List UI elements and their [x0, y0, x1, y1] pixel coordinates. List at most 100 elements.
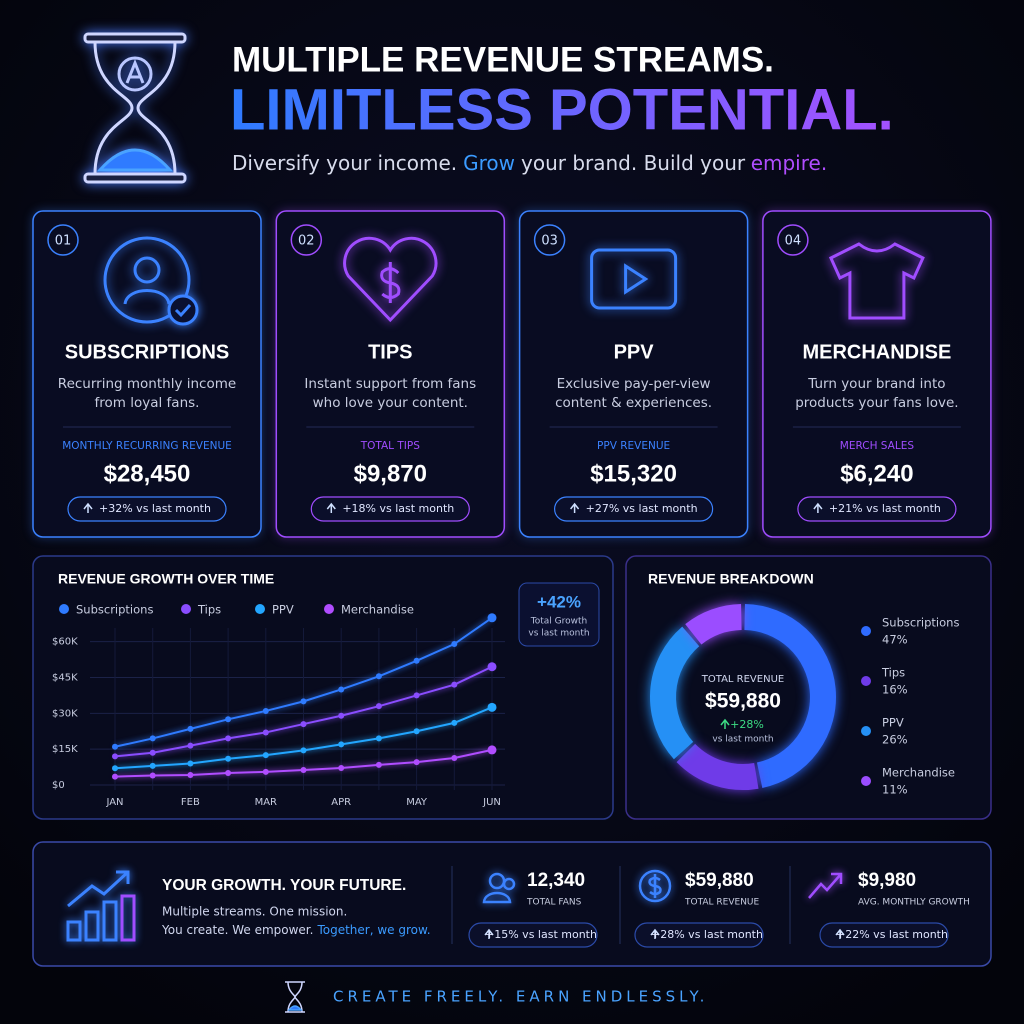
- x-tick-label: FEB: [181, 797, 200, 808]
- legend-marker: [861, 776, 871, 786]
- stat-label: AVG. MONTHLY GROWTH: [858, 898, 970, 908]
- data-point: [375, 761, 382, 768]
- data-point: [112, 753, 118, 760]
- up-arrow: [570, 502, 580, 513]
- data-point: [225, 735, 232, 742]
- card-description: Turn your brand into: [807, 376, 945, 392]
- data-point: [112, 773, 118, 780]
- data-point: [375, 673, 382, 680]
- card-title: SUBSCRIPTIONS: [65, 341, 229, 363]
- subtitle-part: empire.: [751, 151, 827, 175]
- data-point: [487, 745, 497, 755]
- card-icon: [343, 236, 438, 323]
- data-point: [375, 735, 382, 742]
- y-tick-label: $45K: [52, 673, 78, 684]
- data-point: [487, 702, 497, 712]
- metric-change: +21% vs last month: [829, 502, 941, 515]
- legend-marker: [861, 676, 871, 686]
- data-point: [300, 747, 307, 754]
- summary-line: You create. We empower. Together, we grow…: [161, 923, 431, 937]
- stat-change: +22% vs last month: [836, 928, 948, 941]
- chart-title: REVENUE BREAKDOWN: [648, 571, 814, 587]
- data-point: [262, 729, 269, 736]
- card-icon: [103, 236, 199, 326]
- x-tick-label: JUN: [482, 797, 501, 808]
- data-point: [225, 755, 232, 762]
- subtitle-part: Diversify your income.: [232, 151, 457, 175]
- metric-value: $15,320: [590, 460, 677, 487]
- stat-change-pill: [468, 922, 598, 948]
- data-point: [300, 721, 307, 728]
- card-description: Instant support from fans: [304, 376, 476, 392]
- card-icon: [590, 248, 678, 310]
- legend-value: 11%: [882, 783, 908, 797]
- tagline: CREATE FREELY. EARN ENDLESSLY.: [333, 988, 708, 1006]
- subtitle-part: Grow: [463, 151, 515, 175]
- card-number-badge: [47, 224, 79, 256]
- logo: [83, 32, 187, 184]
- data-point: [413, 657, 420, 664]
- card-description: who love your content.: [313, 395, 468, 411]
- data-point: [187, 725, 194, 732]
- callout-value: +42%: [537, 592, 581, 611]
- card-title: TIPS: [368, 341, 412, 363]
- callout-label: Total Growth: [530, 617, 587, 627]
- legend-label: Tips: [197, 603, 221, 617]
- legend-label: PPV: [272, 603, 294, 617]
- data-point: [413, 692, 420, 699]
- y-tick-label: $0: [52, 780, 65, 791]
- subtitle-part: your brand. Build your: [521, 151, 746, 175]
- stat-change: +15% vs last month: [485, 928, 597, 941]
- up-arrow: [813, 502, 823, 513]
- x-tick-label: JAN: [105, 797, 123, 808]
- legend-marker: [181, 604, 191, 614]
- growth-icon: [66, 870, 136, 942]
- y-tick-label: $15K: [52, 744, 78, 755]
- card-description: Recurring monthly income: [58, 376, 236, 392]
- data-point: [225, 716, 232, 723]
- data-point: [187, 771, 194, 778]
- metric-change: +27% vs last month: [586, 502, 698, 515]
- up-arrow: [83, 502, 93, 513]
- legend-label: Merchandise: [341, 603, 414, 617]
- stat-label: TOTAL REVENUE: [684, 898, 760, 908]
- metric-change-pill: [553, 496, 714, 522]
- card-title: PPV: [614, 341, 655, 363]
- card-number: 01: [55, 234, 72, 249]
- donut-segment: [685, 604, 743, 645]
- summary-title: YOUR GROWTH. YOUR FUTURE.: [162, 877, 406, 894]
- data-point: [451, 755, 458, 762]
- data-point: [262, 768, 269, 775]
- card-description: products your fans love.: [795, 395, 958, 411]
- card-number: 02: [298, 234, 315, 249]
- y-tick-label: $60K: [52, 637, 78, 648]
- card-description: Exclusive pay-per-view: [557, 376, 711, 392]
- summary-line-part: You create. We empower.: [161, 923, 313, 937]
- summary-highlight: Together, we grow.: [316, 923, 430, 937]
- legend-marker: [59, 604, 69, 614]
- callout-box: [518, 582, 600, 647]
- metric-label: PPV REVENUE: [597, 440, 670, 452]
- card-icon: [828, 242, 925, 320]
- chart-title: REVENUE GROWTH OVER TIME: [58, 571, 274, 587]
- metric-label: MERCH SALES: [840, 440, 915, 452]
- data-point: [225, 770, 232, 777]
- card-number-badge: [533, 224, 566, 256]
- stat-change-pill: [634, 922, 764, 948]
- card-number: 04: [785, 234, 802, 249]
- metric-change-pill: [797, 496, 957, 522]
- up-arrow: [720, 718, 730, 729]
- up-arrow: [326, 502, 336, 513]
- stat-value: $9,980: [858, 870, 916, 891]
- up-arrow: [484, 928, 494, 939]
- data-point: [338, 686, 345, 693]
- metric-label: MONTHLY RECURRING REVENUE: [62, 440, 232, 452]
- stat-value: 12,340: [527, 870, 585, 891]
- card: [32, 210, 262, 538]
- card-number-badge: [777, 224, 809, 256]
- center-note: vs last month: [712, 735, 773, 745]
- legend-label: Merchandise: [882, 766, 955, 780]
- card-number: 03: [541, 234, 558, 249]
- title: MULTIPLE REVENUE STREAMS.: [232, 40, 774, 79]
